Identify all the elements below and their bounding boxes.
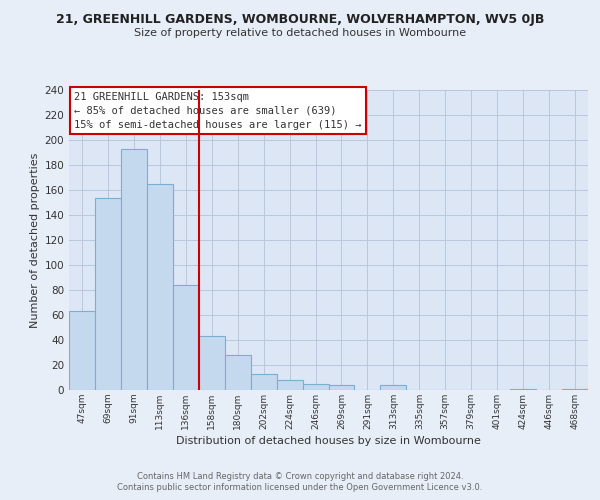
Bar xyxy=(173,285,199,390)
Text: Size of property relative to detached houses in Wombourne: Size of property relative to detached ho… xyxy=(134,28,466,38)
Bar xyxy=(121,149,147,390)
Bar xyxy=(147,184,173,390)
Y-axis label: Number of detached properties: Number of detached properties xyxy=(30,152,40,328)
Bar xyxy=(69,311,95,390)
Bar xyxy=(302,384,329,390)
X-axis label: Distribution of detached houses by size in Wombourne: Distribution of detached houses by size … xyxy=(176,436,481,446)
Bar xyxy=(562,389,588,390)
Text: 21 GREENHILL GARDENS: 153sqm
← 85% of detached houses are smaller (639)
15% of s: 21 GREENHILL GARDENS: 153sqm ← 85% of de… xyxy=(74,92,362,130)
Bar xyxy=(329,385,355,390)
Bar xyxy=(380,385,406,390)
Bar xyxy=(277,380,302,390)
Bar xyxy=(199,336,224,390)
Text: Contains HM Land Registry data © Crown copyright and database right 2024.: Contains HM Land Registry data © Crown c… xyxy=(137,472,463,481)
Bar xyxy=(95,198,121,390)
Text: Contains public sector information licensed under the Open Government Licence v3: Contains public sector information licen… xyxy=(118,484,482,492)
Bar xyxy=(510,389,536,390)
Bar xyxy=(225,355,251,390)
Text: 21, GREENHILL GARDENS, WOMBOURNE, WOLVERHAMPTON, WV5 0JB: 21, GREENHILL GARDENS, WOMBOURNE, WOLVER… xyxy=(56,12,544,26)
Bar xyxy=(251,374,277,390)
